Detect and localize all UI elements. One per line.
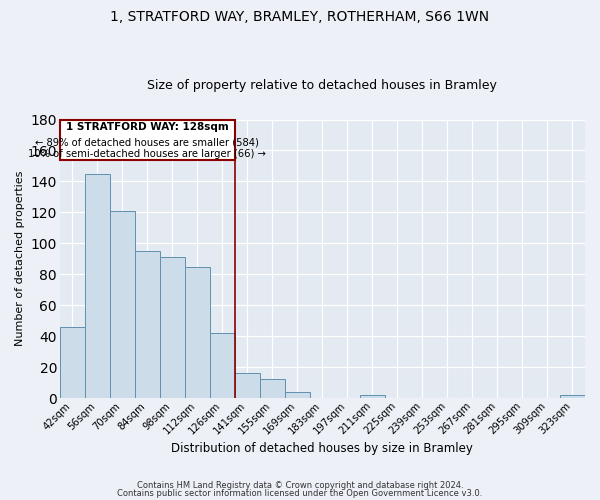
Bar — [360, 395, 385, 398]
Bar — [110, 211, 135, 398]
Bar — [60, 120, 235, 160]
X-axis label: Distribution of detached houses by size in Bramley: Distribution of detached houses by size … — [172, 442, 473, 455]
Text: Contains HM Land Registry data © Crown copyright and database right 2024.: Contains HM Land Registry data © Crown c… — [137, 481, 463, 490]
Bar — [210, 333, 235, 398]
Bar — [85, 174, 110, 398]
Text: 1, STRATFORD WAY, BRAMLEY, ROTHERHAM, S66 1WN: 1, STRATFORD WAY, BRAMLEY, ROTHERHAM, S6… — [110, 10, 490, 24]
Bar — [560, 395, 585, 398]
Bar — [135, 251, 160, 398]
Bar — [260, 380, 285, 398]
Title: Size of property relative to detached houses in Bramley: Size of property relative to detached ho… — [148, 79, 497, 92]
Bar — [185, 266, 210, 398]
Text: ← 89% of detached houses are smaller (584): ← 89% of detached houses are smaller (58… — [35, 137, 259, 147]
Bar — [235, 374, 260, 398]
Text: 10% of semi-detached houses are larger (66) →: 10% of semi-detached houses are larger (… — [28, 150, 266, 160]
Text: Contains public sector information licensed under the Open Government Licence v3: Contains public sector information licen… — [118, 488, 482, 498]
Bar — [285, 392, 310, 398]
Bar — [160, 258, 185, 398]
Y-axis label: Number of detached properties: Number of detached properties — [15, 171, 25, 346]
Text: 1 STRATFORD WAY: 128sqm: 1 STRATFORD WAY: 128sqm — [66, 122, 229, 132]
Bar — [60, 327, 85, 398]
